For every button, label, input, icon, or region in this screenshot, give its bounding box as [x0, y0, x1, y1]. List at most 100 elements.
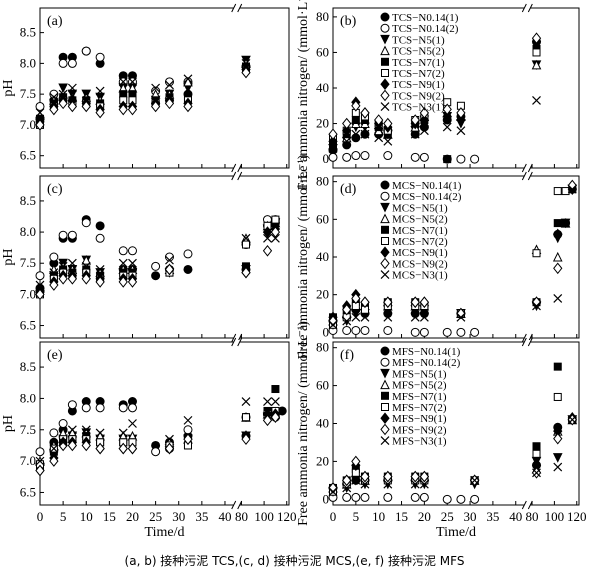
data-point: [58, 439, 68, 452]
axis-break-mark: [521, 171, 533, 181]
y-tick-label: 6.5: [20, 484, 36, 499]
series-7: [35, 66, 251, 131]
data-point: [49, 428, 59, 438]
legend-entry: MCS−N7(2): [392, 236, 448, 248]
series-6: [35, 63, 251, 128]
series-8: [35, 397, 280, 466]
y-tick-label: 7.5: [20, 86, 36, 101]
panel-label: (a): [47, 14, 63, 29]
legend-entry: TCS−N9(1): [392, 79, 445, 91]
legend-marker: [380, 379, 390, 390]
data-point: [49, 279, 59, 291]
data-point: [532, 468, 541, 478]
axis-break: [524, 340, 531, 344]
data-point: [35, 456, 45, 466]
x-tick-label: 100: [254, 509, 274, 524]
x-tick-label: 15: [395, 509, 408, 524]
data-point: [567, 415, 577, 425]
legend-marker: [380, 346, 390, 356]
legend-marker: [381, 69, 389, 77]
legend-entry: MCS−N9(2): [392, 258, 448, 270]
y-tick-label: 20: [316, 287, 329, 302]
data-point: [419, 470, 430, 483]
data-point: [241, 58, 251, 68]
x-tick-label: 5: [353, 509, 360, 524]
y-tick-label: 60: [316, 44, 329, 59]
legend-marker: [381, 237, 389, 245]
data-point: [360, 470, 370, 483]
data-point: [67, 400, 77, 410]
y-tick-label: 7.5: [20, 255, 36, 270]
data-point: [410, 152, 420, 162]
data-point: [58, 437, 68, 447]
series-8: [328, 96, 541, 153]
data-point: [95, 265, 105, 274]
panel-b: 0 20 40 60 80 (b) Free ammonia nitrogen/ (mmol…: [296, 0, 580, 190]
y-tick-label: 80: [316, 340, 329, 355]
data-point: [81, 218, 91, 228]
data-point: [81, 273, 91, 285]
figure-caption: (a, b) 接种污泥 TCS,(c, d) 接种污泥 MCS,(e, f) 接…: [124, 554, 465, 568]
data-point: [383, 492, 393, 502]
data-point: [241, 233, 251, 243]
data-point: [351, 129, 361, 139]
y-axis-label: pH: [1, 248, 16, 265]
data-point: [470, 475, 480, 485]
data-point: [351, 325, 361, 335]
data-point: [553, 219, 562, 228]
y-tick-label: 8.5: [20, 359, 36, 374]
y-tick-label: 6.5: [20, 148, 36, 163]
plot-frame: [39, 341, 290, 506]
data-point: [35, 447, 45, 457]
x-tick-label: 25: [149, 509, 162, 524]
data-point: [270, 411, 281, 424]
data-point: [95, 442, 105, 455]
y-tick-label: 40: [316, 80, 329, 95]
data-point: [351, 455, 361, 468]
panel-label: (f): [340, 348, 354, 363]
y-tick-label: 0: [323, 151, 330, 166]
data-point: [553, 228, 563, 241]
series-7: [328, 32, 542, 141]
x-tick-label: 30: [172, 509, 185, 524]
data-point: [127, 276, 138, 288]
data-point: [383, 117, 393, 130]
x-tick-label: 120: [277, 509, 297, 524]
data-point: [360, 312, 370, 322]
legend-entry: MFS−N9(1): [392, 413, 447, 425]
data-point: [532, 249, 541, 258]
data-point: [183, 264, 193, 274]
data-point: [35, 101, 45, 111]
axis-break-mark: [231, 337, 243, 347]
data-point: [383, 325, 393, 335]
data-point: [360, 151, 370, 161]
legend-marker: [380, 191, 390, 201]
axis-break: [233, 6, 240, 10]
data-point: [35, 464, 45, 477]
data-point: [553, 392, 562, 401]
y-tick-label: 7.0: [20, 117, 36, 132]
x-tick-label: 40: [218, 509, 231, 524]
y-tick-label: 8.5: [20, 25, 36, 40]
y-tick-label: 7.0: [20, 453, 36, 468]
data-point: [561, 187, 570, 196]
y-axis-label: pH: [1, 415, 16, 432]
data-point: [419, 479, 429, 489]
data-point: [328, 128, 338, 141]
x-tick-label: 35: [486, 509, 499, 524]
axis-break-mark: [231, 3, 243, 13]
x-tick-label: 40: [509, 509, 522, 524]
data-point: [183, 249, 193, 259]
data-point: [35, 271, 45, 281]
data-point: [183, 433, 193, 445]
data-point: [58, 89, 68, 99]
data-point: [127, 403, 137, 413]
series-3: [35, 58, 251, 121]
data-point: [360, 492, 370, 502]
series-5: [36, 215, 280, 299]
data-point: [553, 262, 563, 275]
data-point: [419, 114, 430, 126]
legend-marker: [380, 368, 390, 379]
data-point: [95, 221, 105, 231]
data-point: [552, 251, 563, 262]
